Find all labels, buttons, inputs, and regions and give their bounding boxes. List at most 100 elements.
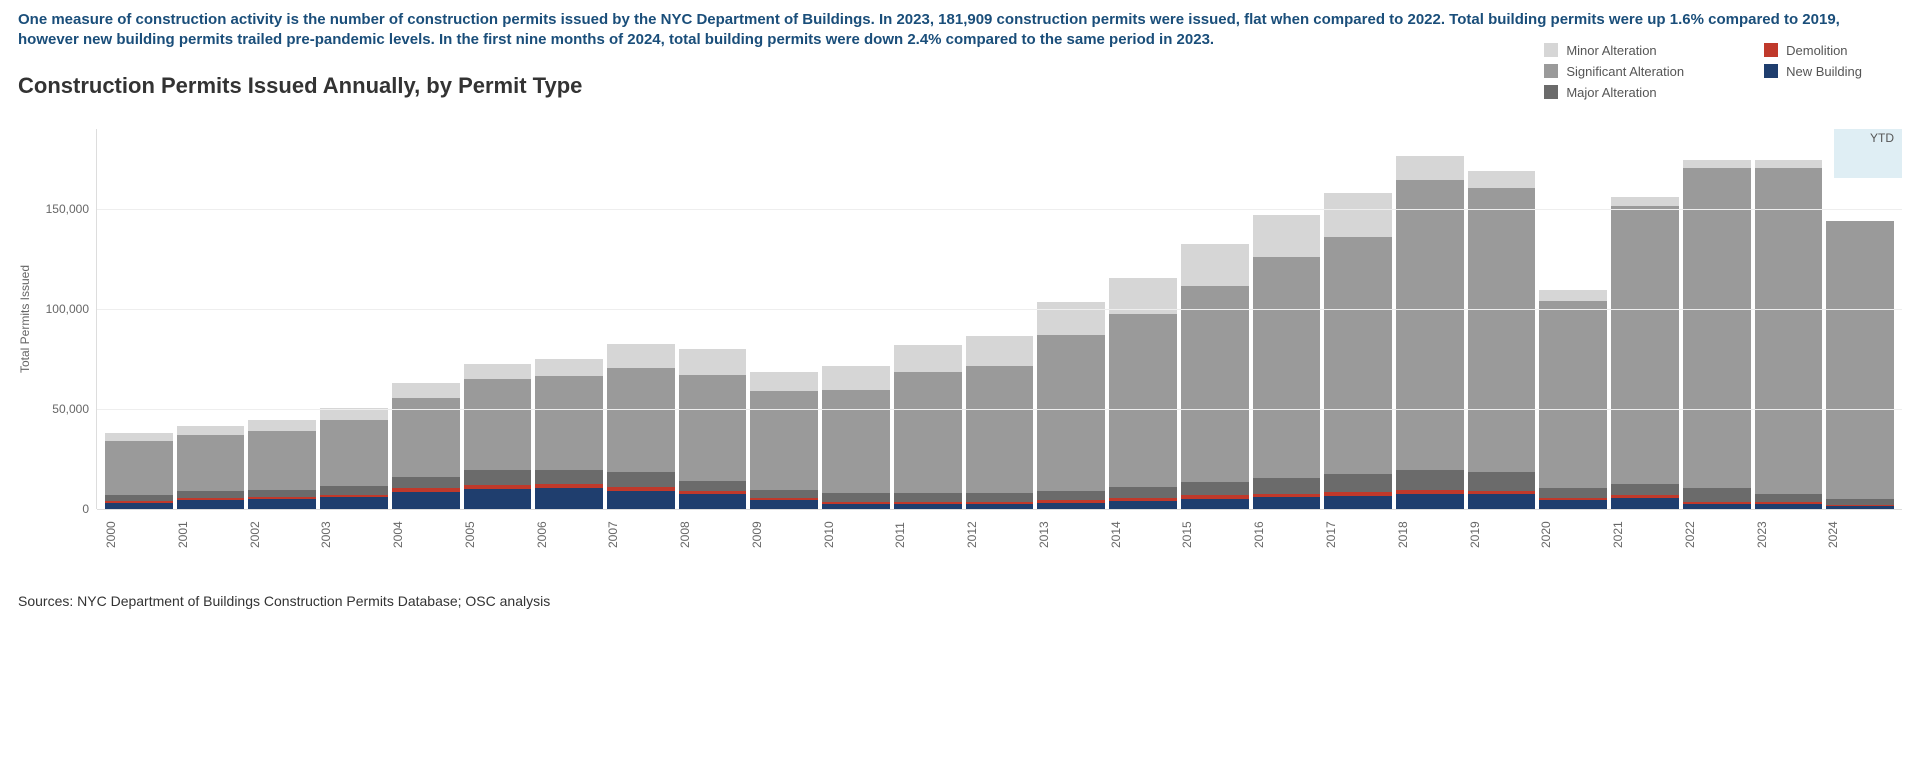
bar-slot	[1683, 129, 1751, 509]
bar-segment-new_building	[1109, 501, 1177, 509]
x-tick-label: 2009	[750, 515, 818, 557]
bar-segment-major_alteration	[966, 493, 1034, 502]
bar-segment-minor_alteration	[105, 433, 173, 442]
x-tick-label: 2011	[893, 515, 961, 557]
bar-segment-major_alteration	[1396, 470, 1464, 490]
bar-segment-minor_alteration	[750, 372, 818, 391]
bar-segment-new_building	[1181, 499, 1249, 509]
bar-segment-new_building	[392, 492, 460, 509]
bar-2014	[1109, 213, 1177, 509]
bar-segment-significant_alteration	[392, 398, 460, 477]
bar-segment-new_building	[679, 494, 747, 508]
bar-segment-major_alteration	[1109, 487, 1177, 498]
bar-2001	[177, 332, 245, 509]
bar-segment-significant_alteration	[1539, 301, 1607, 488]
bar-slot	[1181, 129, 1249, 509]
legend-item-significant_alteration: Significant Alteration	[1544, 64, 1684, 79]
bar-segment-significant_alteration	[1109, 314, 1177, 487]
legend-label: New Building	[1786, 64, 1862, 79]
legend-item-new_building: New Building	[1764, 64, 1862, 79]
grid-line	[97, 309, 1902, 310]
bar-2013	[1037, 229, 1105, 509]
bar-2000	[105, 339, 173, 509]
bar-segment-major_alteration	[392, 477, 460, 488]
x-tick-label: 2001	[176, 515, 244, 557]
bar-segment-significant_alteration	[535, 376, 603, 470]
bar-segment-significant_alteration	[966, 366, 1034, 493]
bar-slot	[679, 129, 747, 509]
x-tick-label: 2007	[606, 515, 674, 557]
bar-segment-major_alteration	[1611, 484, 1679, 495]
page: One measure of construction activity is …	[0, 0, 1920, 627]
bar-segment-significant_alteration	[1468, 188, 1536, 472]
bar-slot	[894, 129, 962, 509]
bar-segment-minor_alteration	[248, 420, 316, 430]
bar-segment-major_alteration	[607, 472, 675, 487]
bar-slot	[392, 129, 460, 509]
bar-slot	[1253, 129, 1321, 509]
bar-segment-minor_alteration	[535, 359, 603, 376]
bar-segment-new_building	[535, 488, 603, 508]
legend-swatch	[1544, 64, 1558, 78]
y-axis-label: Total Permits Issued	[18, 264, 32, 372]
bar-segment-new_building	[248, 499, 316, 508]
legend-label: Major Alteration	[1566, 85, 1656, 100]
y-tick-label: 0	[39, 502, 89, 516]
x-tick-label: 2016	[1252, 515, 1320, 557]
bar-segment-significant_alteration	[822, 390, 890, 494]
bar-segment-significant_alteration	[1037, 335, 1105, 491]
x-tick-label: 2018	[1396, 515, 1464, 557]
bar-segment-major_alteration	[1539, 488, 1607, 498]
x-tick-label: 2000	[104, 515, 172, 557]
chart-bars	[105, 129, 1894, 509]
bar-2004	[392, 291, 460, 509]
bar-segment-minor_alteration	[966, 336, 1034, 366]
legend-swatch	[1764, 64, 1778, 78]
bar-slot	[1037, 129, 1105, 509]
sources-line: Sources: NYC Department of Buildings Con…	[18, 593, 1902, 609]
legend-swatch	[1544, 85, 1558, 99]
bar-segment-minor_alteration	[1396, 156, 1464, 180]
x-tick-label: 2020	[1539, 515, 1607, 557]
x-axis-labels: 2000200120022003200420052006200720082009…	[96, 515, 1902, 557]
x-tick-label: 2010	[822, 515, 890, 557]
bar-2006	[535, 271, 603, 509]
bar-segment-significant_alteration	[1683, 168, 1751, 489]
x-tick-label: 2019	[1468, 515, 1536, 557]
bar-segment-new_building	[464, 489, 532, 508]
bar-segment-new_building	[1468, 494, 1536, 508]
bar-slot	[177, 129, 245, 509]
bar-segment-major_alteration	[1253, 478, 1321, 494]
y-tick-label: 50,000	[39, 402, 89, 416]
bar-segment-minor_alteration	[1253, 215, 1321, 257]
bar-segment-significant_alteration	[248, 431, 316, 490]
bar-2007	[607, 259, 675, 509]
bar-segment-significant_alteration	[750, 391, 818, 490]
bar-segment-significant_alteration	[177, 435, 245, 491]
bar-segment-significant_alteration	[1324, 237, 1392, 474]
legend-item-major_alteration: Major Alteration	[1544, 85, 1684, 100]
bar-2024	[1826, 178, 1894, 509]
bar-2023	[1755, 145, 1823, 509]
bar-slot	[1468, 129, 1536, 509]
bar-segment-new_building	[1611, 498, 1679, 509]
bar-2011	[894, 260, 962, 509]
x-tick-label: 2015	[1180, 515, 1248, 557]
bar-slot	[1324, 129, 1392, 509]
bar-2010	[822, 276, 890, 509]
bar-segment-minor_alteration	[320, 408, 388, 419]
bar-segment-new_building	[1253, 497, 1321, 508]
bar-2019	[1468, 151, 1536, 509]
bar-segment-new_building	[1539, 500, 1607, 508]
bar-segment-major_alteration	[464, 470, 532, 485]
bar-segment-significant_alteration	[1253, 257, 1321, 478]
x-tick-label: 2017	[1324, 515, 1392, 557]
legend-label: Minor Alteration	[1566, 43, 1656, 58]
x-tick-label: 2008	[678, 515, 746, 557]
bar-segment-minor_alteration	[1683, 160, 1751, 168]
grid-line	[97, 509, 1902, 510]
bar-segment-minor_alteration	[1539, 290, 1607, 301]
bar-segment-new_building	[1396, 494, 1464, 508]
bar-segment-significant_alteration	[320, 420, 388, 487]
bar-segment-minor_alteration	[177, 426, 245, 435]
